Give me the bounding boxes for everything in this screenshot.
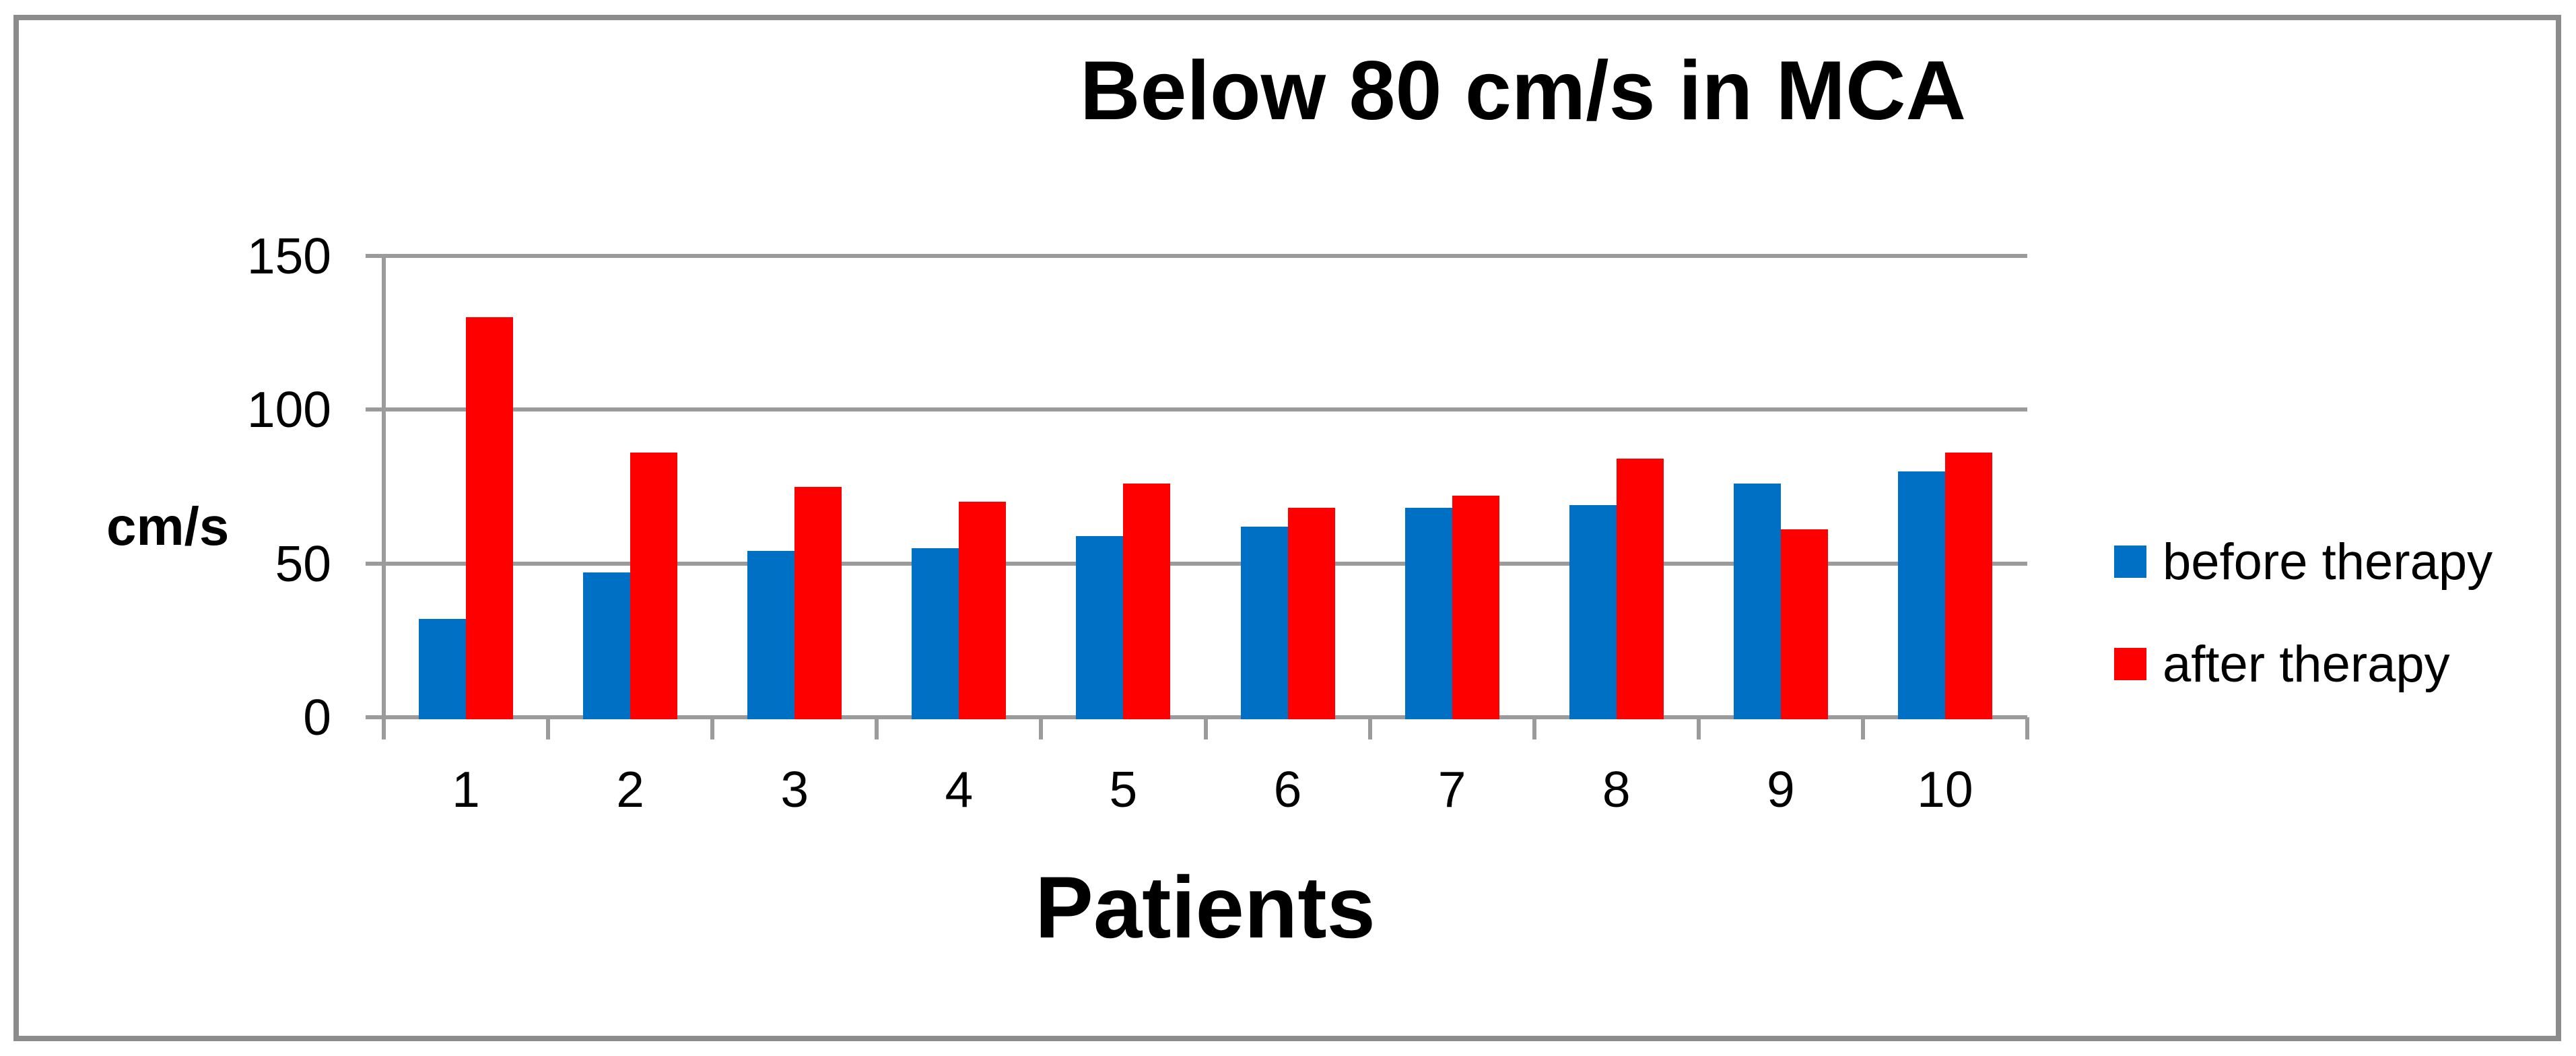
legend-item-before-therapy: before therapy <box>2114 533 2493 591</box>
y-axis-line <box>382 254 386 739</box>
x-tick-label-9: 9 <box>1766 761 1795 818</box>
y-axis-tick-50 <box>366 561 384 566</box>
y-axis-tick-0 <box>366 715 384 719</box>
bar-after-patient-4 <box>959 502 1007 719</box>
bar-before-patient-10 <box>1897 471 1945 719</box>
chart-title: Below 80 cm/s in MCA <box>1079 44 1967 137</box>
bar-after-patient-3 <box>794 486 842 719</box>
x-axis-tick-3 <box>875 717 879 739</box>
x-axis-tick-8 <box>1696 717 1701 739</box>
x-tick-label-6: 6 <box>1273 761 1302 818</box>
x-axis-tick-10 <box>2025 717 2029 739</box>
x-tick-label-4: 4 <box>945 761 974 818</box>
x-axis-tick-9 <box>1860 717 1865 739</box>
plot-area <box>366 254 2029 739</box>
y-axis-title: cm/s <box>106 496 230 556</box>
bar-before-patient-6 <box>1240 526 1288 719</box>
x-tick-label-7: 7 <box>1437 761 1466 818</box>
legend-swatch-after-therapy <box>2114 648 2146 680</box>
x-tick-label-8: 8 <box>1602 761 1631 818</box>
y-tick-label-150: 150 <box>246 228 331 284</box>
x-tick-label-10: 10 <box>1917 761 1973 818</box>
bar-after-patient-5 <box>1123 483 1171 719</box>
x-tick-label-3: 3 <box>780 761 809 818</box>
bar-after-patient-2 <box>630 453 678 719</box>
x-tick-label-5: 5 <box>1109 761 1138 818</box>
bar-after-patient-7 <box>1452 496 1499 719</box>
bar-after-patient-9 <box>1780 529 1828 719</box>
bar-before-patient-4 <box>912 548 959 719</box>
legend-label-after-therapy: after therapy <box>2163 635 2450 693</box>
bar-before-patient-2 <box>583 572 631 719</box>
x-axis-tick-5 <box>1203 717 1208 739</box>
bar-before-patient-8 <box>1569 504 1617 719</box>
x-axis-tick-1 <box>546 717 551 739</box>
bar-before-patient-1 <box>419 618 467 719</box>
bar-before-patient-5 <box>1076 535 1124 719</box>
x-axis-tick-0 <box>382 717 386 739</box>
legend-label-before-therapy: before therapy <box>2163 533 2493 591</box>
legend-swatch-before-therapy <box>2114 546 2146 578</box>
y-axis-tick-150 <box>366 254 384 258</box>
x-axis-tick-2 <box>710 717 715 739</box>
bar-before-patient-7 <box>1404 508 1452 719</box>
y-tick-label-50: 50 <box>275 535 331 592</box>
x-axis-tick-4 <box>1039 717 1044 739</box>
bar-after-patient-6 <box>1287 508 1335 719</box>
bar-before-patient-3 <box>747 551 795 719</box>
legend-item-after-therapy: after therapy <box>2114 636 2493 693</box>
legend: before therapy after therapy <box>2114 533 2493 750</box>
bar-after-patient-8 <box>1616 459 1664 719</box>
y-tick-label-0: 0 <box>303 689 331 746</box>
x-axis-tick-7 <box>1532 717 1536 739</box>
bar-after-patient-1 <box>466 317 514 719</box>
bar-after-patient-10 <box>1944 453 1992 719</box>
x-axis-title: Patients <box>1035 858 1376 956</box>
x-tick-label-2: 2 <box>616 761 644 818</box>
gridline-150 <box>384 254 2027 258</box>
gridline-50 <box>384 561 2027 566</box>
figure-border <box>13 15 2561 1041</box>
x-axis-tick-6 <box>1367 717 1372 739</box>
bar-before-patient-9 <box>1733 483 1781 719</box>
gridline-100 <box>384 407 2027 412</box>
x-tick-label-1: 1 <box>452 761 480 818</box>
y-axis-tick-100 <box>366 407 384 412</box>
y-tick-label-100: 100 <box>246 381 331 438</box>
